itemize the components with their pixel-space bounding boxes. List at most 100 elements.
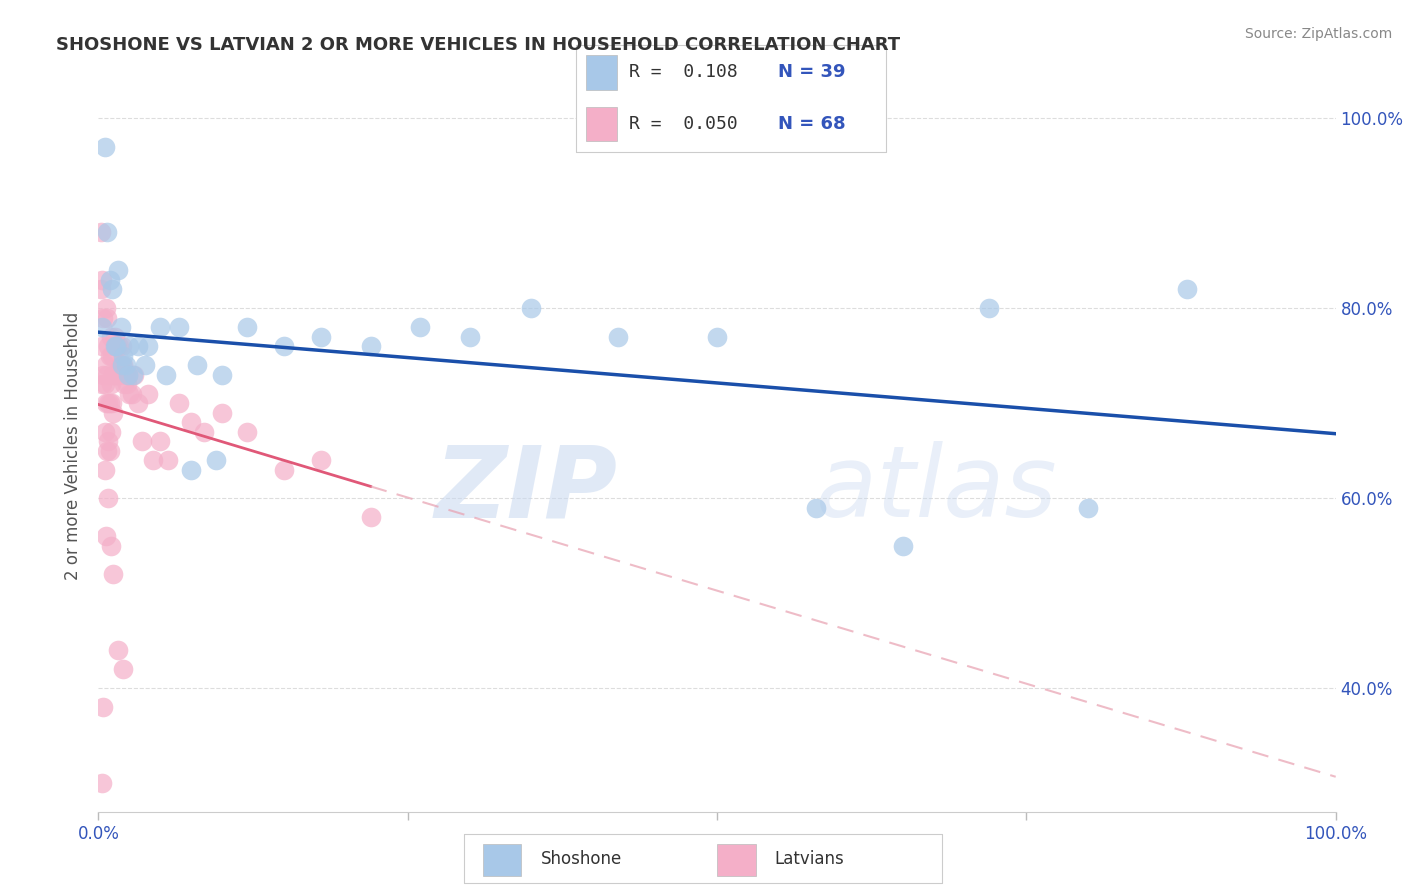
Point <box>103 368 125 382</box>
Point <box>131 434 153 449</box>
Point <box>103 339 125 353</box>
Point <box>91 776 114 790</box>
Point <box>360 510 382 524</box>
Point <box>98 443 121 458</box>
Point <box>114 358 136 372</box>
Point <box>107 263 129 277</box>
Point <box>1077 500 1099 515</box>
Point <box>90 282 112 296</box>
Point <box>93 368 115 382</box>
Text: Latvians: Latvians <box>775 849 845 868</box>
Point <box>105 339 128 353</box>
Point <box>93 377 115 392</box>
Point <box>93 140 115 154</box>
Point <box>105 368 128 382</box>
Point <box>1175 282 1198 296</box>
Point <box>91 377 114 392</box>
Text: N = 39: N = 39 <box>778 63 845 81</box>
Point <box>100 425 122 439</box>
Point <box>115 377 138 392</box>
Point <box>103 406 125 420</box>
Point <box>98 396 121 410</box>
Point <box>107 643 129 657</box>
Point <box>205 453 228 467</box>
Point <box>100 539 122 553</box>
Point <box>96 443 118 458</box>
Point <box>104 339 127 353</box>
Point <box>93 463 115 477</box>
Point <box>979 301 1001 316</box>
Point <box>93 425 115 439</box>
Point <box>91 339 114 353</box>
Point <box>96 368 118 382</box>
Text: atlas: atlas <box>815 442 1057 539</box>
Point <box>211 368 233 382</box>
Point <box>98 273 121 287</box>
Point <box>94 301 117 316</box>
Point <box>236 425 259 439</box>
Text: SHOSHONE VS LATVIAN 2 OR MORE VEHICLES IN HOUSEHOLD CORRELATION CHART: SHOSHONE VS LATVIAN 2 OR MORE VEHICLES I… <box>56 36 900 54</box>
Text: N = 68: N = 68 <box>778 115 845 133</box>
Point <box>122 368 145 382</box>
Point <box>114 368 136 382</box>
Point <box>111 358 134 372</box>
Point <box>167 320 190 334</box>
Point <box>110 358 132 372</box>
Point <box>118 386 141 401</box>
Text: Source: ZipAtlas.com: Source: ZipAtlas.com <box>1244 27 1392 41</box>
Point <box>103 330 125 344</box>
Point <box>96 225 118 239</box>
Point <box>103 368 125 382</box>
Point <box>97 339 120 353</box>
Point <box>458 330 481 344</box>
Point <box>97 396 120 410</box>
Point <box>607 330 630 344</box>
Point <box>193 425 215 439</box>
Point <box>111 339 134 353</box>
Point <box>236 320 259 334</box>
Point <box>112 377 135 392</box>
Point <box>186 358 208 372</box>
Point <box>155 368 177 382</box>
Point <box>97 434 120 449</box>
Point <box>91 320 114 334</box>
Bar <box>717 844 755 876</box>
Point <box>180 463 202 477</box>
Point <box>309 453 332 467</box>
Point <box>136 339 159 353</box>
Point <box>520 301 543 316</box>
Point <box>273 339 295 353</box>
Point <box>121 386 143 401</box>
Point <box>706 330 728 344</box>
Text: ZIP: ZIP <box>434 442 619 539</box>
Point <box>94 396 117 410</box>
Point <box>98 349 121 363</box>
Point <box>142 453 165 467</box>
Point <box>117 368 139 382</box>
Point <box>409 320 432 334</box>
Point <box>136 386 159 401</box>
Point <box>101 349 124 363</box>
Text: Shoshone: Shoshone <box>540 849 621 868</box>
Point <box>101 282 124 296</box>
Point <box>127 396 149 410</box>
Point <box>167 396 190 410</box>
Point <box>104 339 127 353</box>
Point <box>103 567 125 582</box>
Point <box>90 225 112 239</box>
Point <box>97 491 120 506</box>
Point <box>156 453 179 467</box>
Point <box>273 463 295 477</box>
Point <box>112 349 135 363</box>
Bar <box>586 107 617 141</box>
Point <box>891 539 914 553</box>
Point <box>118 339 141 353</box>
Text: R =  0.108: R = 0.108 <box>628 63 738 81</box>
Point <box>127 339 149 353</box>
Point <box>360 339 382 353</box>
Point <box>94 358 117 372</box>
Point <box>107 368 129 382</box>
Point <box>93 700 115 714</box>
Point <box>134 358 156 372</box>
Point <box>112 662 135 676</box>
